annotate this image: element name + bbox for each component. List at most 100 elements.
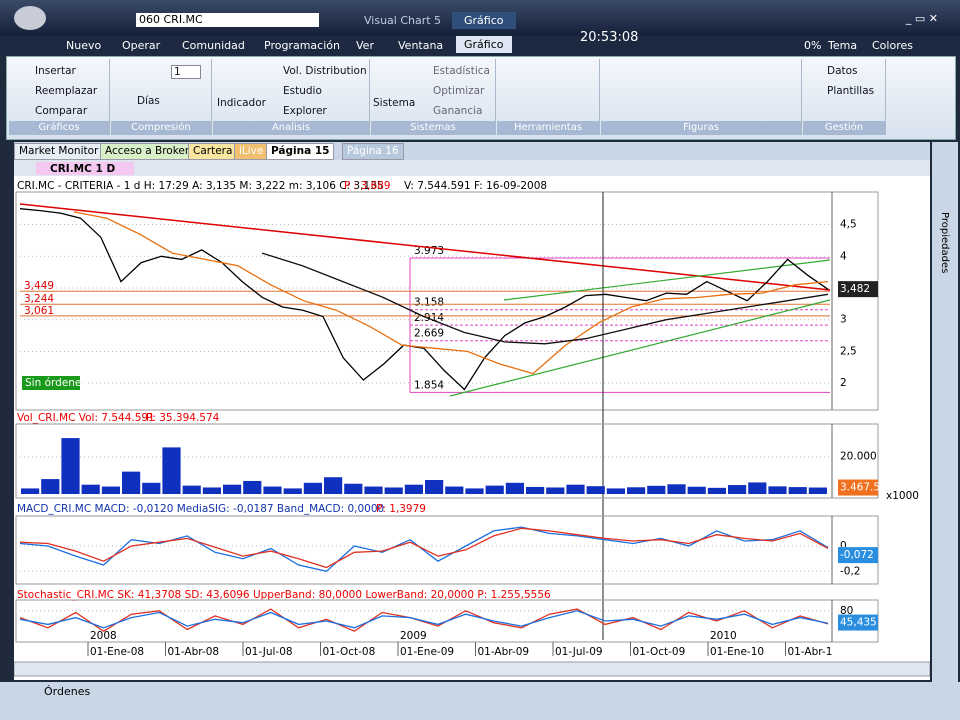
page-tab[interactable]: Página 16: [342, 143, 404, 160]
ribbon-group: Datos Plantillas Gestión: [803, 59, 886, 135]
page-tab[interactable]: Cartera: [188, 143, 238, 160]
volume-bar: [182, 485, 201, 494]
date-label: 01-Jul-08: [245, 646, 293, 658]
window-controls[interactable]: _ ▭ ✕: [905, 12, 938, 25]
menu-item[interactable]: Programación: [264, 39, 340, 52]
app-button[interactable]: [14, 6, 46, 30]
y-tick-label: 0: [840, 540, 847, 552]
volume-bar: [586, 486, 605, 494]
menu-item[interactable]: Operar: [122, 39, 161, 52]
y-tick-label: 4: [840, 250, 847, 262]
ribbon-button[interactable]: Días: [137, 95, 160, 107]
chart-tab-label: CRI.MC 1 D: [50, 163, 115, 175]
ribbon-button[interactable]: Datos: [827, 65, 858, 77]
last-value-label: 45,435: [840, 617, 877, 629]
group-label: Herramientas: [497, 121, 599, 135]
y-tick-label: 2,5: [840, 345, 857, 357]
panel-frame: [15, 191, 879, 411]
ribbon-button[interactable]: Indicador: [217, 97, 266, 109]
ribbon-button[interactable]: Comparar: [35, 105, 88, 117]
zoom: 0%: [804, 39, 822, 52]
ribbon-group: Figuras: [601, 59, 802, 135]
side-tab[interactable]: Propiedades: [939, 212, 950, 274]
page-tab[interactable]: iLive: [234, 143, 269, 160]
ribbon-button[interactable]: Estadística: [433, 65, 490, 77]
volume-bar: [202, 487, 221, 494]
last-value-tag: [838, 479, 878, 496]
level-label: 3,244: [24, 293, 54, 305]
volume-bar: [728, 485, 747, 494]
page-tab[interactable]: Market Monitor: [14, 143, 104, 160]
trend-line: [19, 203, 831, 291]
volume-bar: [223, 484, 242, 494]
volume-bar: [364, 486, 383, 494]
volume-bar: [505, 482, 524, 494]
macd-header-highlight: P: 1,3979: [376, 503, 426, 515]
ribbon-button[interactable]: Insertar: [35, 65, 76, 77]
stoch-sk: [19, 608, 829, 632]
ribbon-button[interactable]: Reemplazar: [35, 85, 98, 97]
stoch-header: Stochastic_CRI.MC SK: 41,3708 SD: 43,609…: [17, 589, 551, 601]
panel-frame: [15, 423, 879, 499]
y-tick-label: 2: [840, 377, 847, 389]
volume-bar: [61, 438, 80, 494]
context-tab[interactable]: Gráfico: [452, 12, 516, 29]
menu-item[interactable]: Ver: [356, 39, 374, 52]
year-label: 2008: [90, 630, 117, 642]
volume-bar: [162, 447, 181, 494]
ribbon-group: 1 Días Compresión: [111, 59, 212, 135]
volume-bar: [707, 487, 726, 494]
compression-box[interactable]: 1: [171, 65, 201, 79]
menu-bar: Nuevo Operar Comunidad Programación Ver …: [0, 30, 960, 56]
volume-bar: [546, 487, 565, 494]
fib-label: 2.669: [414, 328, 444, 340]
page-tab[interactable]: Acceso a Broker: [100, 143, 195, 160]
volume-bar: [21, 488, 40, 494]
channel-line: [449, 299, 831, 397]
menu-item[interactable]: Ventana: [398, 39, 444, 52]
last-value-tag: [838, 614, 878, 631]
date-label: 01-Jul-09: [555, 646, 603, 658]
clock: 20:53:08: [580, 30, 639, 45]
volume-bar: [667, 484, 686, 494]
ribbon-button[interactable]: Estudio: [283, 85, 322, 97]
date-label: 01-Ene-09: [400, 646, 454, 658]
menu-item[interactable]: Gráfico: [456, 36, 512, 53]
chart-tab[interactable]: [36, 162, 134, 175]
group-label: Gestión: [803, 121, 885, 135]
ribbon-button[interactable]: Vol. Distribution: [283, 65, 367, 77]
symbol-box[interactable]: 060 CRI.MC: [136, 13, 319, 27]
volume-bar: [485, 485, 504, 494]
volume-bar: [384, 487, 403, 494]
volume-bar: [243, 480, 262, 494]
volume-bar: [344, 483, 363, 494]
ribbon-button[interactable]: Optimizar: [433, 85, 485, 97]
y-tick-label: 3: [840, 314, 847, 326]
menu-item[interactable]: Nuevo: [66, 39, 102, 52]
volume-bar: [283, 488, 302, 494]
ribbon-button[interactable]: Plantillas: [827, 85, 875, 97]
volume-bar: [81, 484, 100, 494]
menu-item[interactable]: Comunidad: [182, 39, 245, 52]
date-label: 01-Oct-08: [323, 646, 376, 658]
stoch-sd: [19, 610, 829, 629]
page-tab[interactable]: Página 15: [266, 143, 335, 160]
date-label: 01-Abr-08: [168, 646, 220, 658]
colors-menu[interactable]: Colores: [872, 39, 913, 52]
ribbon-button[interactable]: Sistema: [373, 97, 416, 109]
volume-bar: [142, 482, 161, 494]
ribbon-button[interactable]: Explorer: [283, 105, 327, 117]
ribbon-button[interactable]: Ganancia: [433, 105, 483, 117]
volume-bar: [425, 480, 444, 494]
volume-bar: [41, 479, 60, 494]
last-value-label: 3,482: [840, 283, 870, 295]
moving-average: [261, 252, 829, 345]
volume-bar: [687, 486, 706, 494]
theme-menu[interactable]: Tema: [828, 39, 858, 52]
channel-line: [503, 259, 831, 301]
price-header-tail: V: 7.544.591 F: 16-09-2008: [404, 180, 547, 192]
orders-tab[interactable]: Órdenes: [44, 685, 91, 698]
last-value-tag: [838, 547, 878, 564]
date-label: 01-Abr-1: [788, 646, 833, 658]
